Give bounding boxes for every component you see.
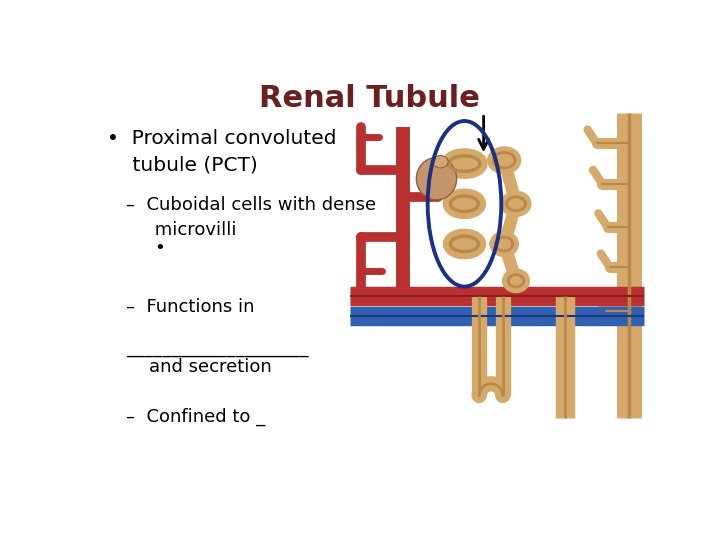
- Text: –  Confined to _: – Confined to _: [126, 408, 266, 426]
- Text: •  Proximal convoluted
    tubule (PCT): • Proximal convoluted tubule (PCT): [107, 129, 336, 175]
- Text: Renal Tubule: Renal Tubule: [258, 84, 480, 113]
- Text: –  Cuboidal cells with dense
     microvilli: – Cuboidal cells with dense microvilli: [126, 196, 377, 239]
- Text: •: •: [154, 239, 165, 258]
- Text: ____________________: ____________________: [126, 339, 309, 357]
- Text: and secretion: and secretion: [126, 358, 272, 376]
- Text: –  Functions in: – Functions in: [126, 298, 255, 316]
- Ellipse shape: [433, 156, 448, 168]
- Ellipse shape: [416, 158, 456, 200]
